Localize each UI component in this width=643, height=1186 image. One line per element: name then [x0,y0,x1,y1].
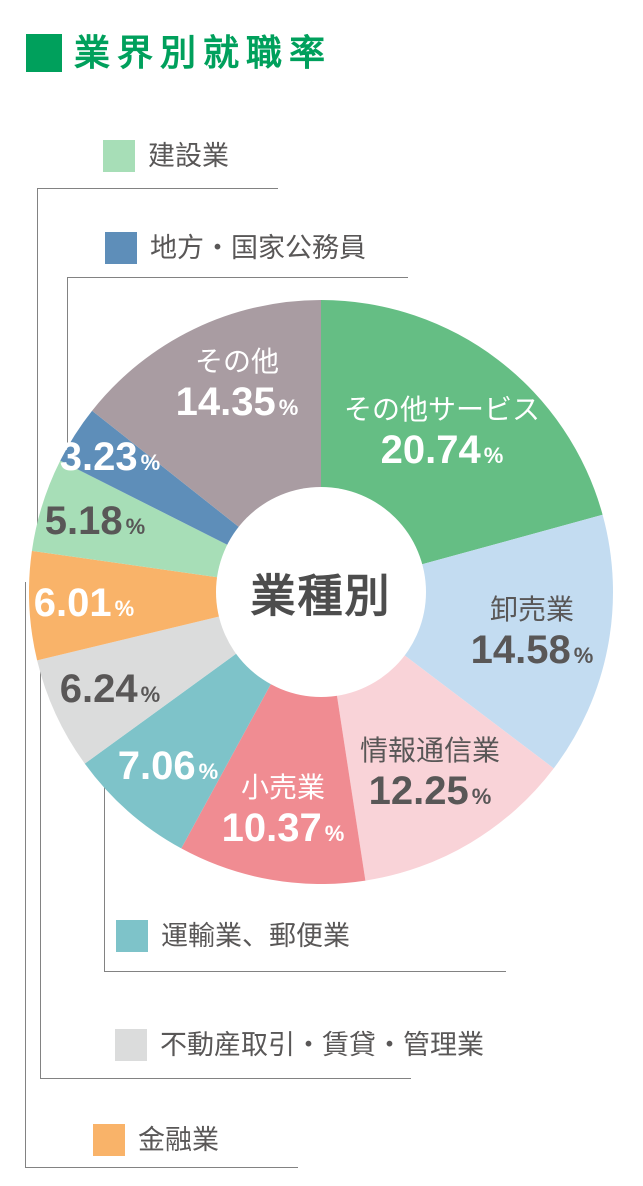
slice-value-other-services: 20.74% [380,428,504,473]
slice-name-other-services: その他サービス [343,393,541,425]
slice-value-transport-postal: 7.06% [117,744,219,788]
legend-item-civil-servants: 地方・国家公務員 [105,232,366,264]
slice-value-wholesale: 14.58% [470,628,594,673]
legend-item-transport-postal: 運輸業、郵便業 [116,920,350,952]
slice-label-wholesale: 卸売業 14.58% [470,593,594,673]
slice-label-finance: 6.01% [34,582,134,624]
pie-slice-finance [29,550,321,661]
leader-line-transport-postal [104,787,506,972]
slice-label-civil-servants: 3.23% [60,436,160,478]
slice-label-real-estate: 6.24% [60,668,160,710]
slice-value-civil-servants: 3.23% [59,435,161,479]
slice-name-wholesale: 卸売業 [489,593,575,625]
legend-swatch-civil-servants [105,232,137,264]
legend-swatch-transport-postal [116,920,148,952]
leader-line-real-estate [40,671,411,1079]
slice-label-info-communication: 情報通信業 12.25% [359,734,501,814]
legend-item-real-estate: 不動産取引・賃貸・管理業 [115,1029,484,1061]
donut-center-label: 業種別 [250,570,392,622]
slice-label-transport-postal: 7.06% [118,745,218,787]
donut-hole [216,487,426,697]
slice-name-other: その他 [194,345,280,377]
slice-name-retail: 小売業 [240,771,326,803]
slice-value-construction: 5.18% [44,499,146,543]
slice-name-info-communication: 情報通信業 [359,734,501,766]
legend-label-construction: 建設業 [148,140,229,171]
legend-swatch-real-estate [115,1029,147,1061]
legend-swatch-finance [93,1124,125,1156]
page-title-text: 業界別就職率 [74,32,333,73]
legend-item-finance: 金融業 [93,1124,219,1156]
donut-chart [29,300,613,884]
slice-label-retail: 小売業 10.37% [221,771,345,851]
slice-value-real-estate: 6.24% [59,667,161,711]
title-square-icon [26,34,62,72]
page-title: 業界別就職率 [26,34,332,72]
leader-line-construction [37,188,278,525]
legend-item-construction: 建設業 [103,140,229,172]
leader-line-civil-servants [67,277,408,449]
leader-line-finance [25,582,298,1168]
legend-label-finance: 金融業 [138,1124,219,1155]
legend-label-civil-servants: 地方・国家公務員 [150,232,366,263]
legend-label-real-estate: 不動産取引・賃貸・管理業 [160,1029,484,1060]
slice-value-finance: 6.01% [33,581,135,625]
legend-label-transport-postal: 運輸業、郵便業 [161,920,350,951]
slice-label-other-services: その他サービス 20.74% [343,393,541,473]
slice-label-other: その他 14.35% [175,345,299,425]
slice-value-other: 14.35% [175,380,299,425]
legend-swatch-construction [103,140,135,172]
slice-value-info-communication: 12.25% [368,769,492,814]
slice-label-construction: 5.18% [45,500,145,542]
slice-value-retail: 10.37% [221,806,345,851]
